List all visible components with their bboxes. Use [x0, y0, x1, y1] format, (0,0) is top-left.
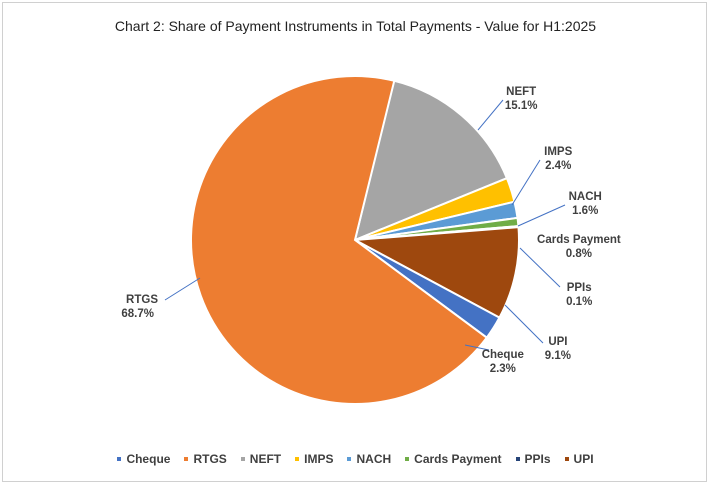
legend-item-nach: NACH [347, 452, 391, 466]
legend-swatch-neft [240, 456, 245, 461]
legend-label-cheque: Cheque [126, 452, 171, 466]
legend-item-cheque: Cheque [117, 452, 170, 466]
pie-slice-rtgs [189, 75, 489, 405]
leader-line-nach [517, 204, 566, 227]
leader-line-neft [477, 99, 504, 131]
legend-swatch-rtgs [184, 456, 189, 461]
data-label-nach: NACH 1.6% [569, 191, 602, 217]
legend-label-rtgs: RTGS [193, 452, 227, 466]
legend-item-cards-payment: Cards Payment [405, 452, 502, 466]
legend-item-upi: UPI [564, 452, 594, 466]
legend-item-ppis: PPIs [515, 452, 551, 466]
legend-swatch-cards-payment [405, 456, 410, 461]
legend-item-imps: IMPS [295, 452, 333, 466]
data-label-imps: IMPS 2.4% [544, 146, 572, 172]
data-label-neft: NEFT 15.1% [505, 86, 538, 112]
leader-line-imps [511, 159, 541, 206]
legend-swatch-ppis [515, 456, 520, 461]
chart-title: Chart 2: Share of Payment Instruments in… [114, 18, 597, 34]
legend-label-cards-payment: Cards Payment [414, 452, 502, 466]
data-label-cheque: Cheque 2.3% [482, 349, 524, 375]
leader-line-rtgs [164, 277, 201, 301]
legend-label-neft: NEFT [249, 452, 282, 466]
legend-label-nach: NACH [356, 452, 392, 466]
legend-swatch-nach [347, 456, 352, 461]
data-label-upi: UPI 9.1% [545, 336, 571, 362]
leader-line-ppis [519, 247, 561, 288]
data-label-rtgs: RTGS 68.7% [121, 294, 158, 320]
legend-swatch-cheque [117, 456, 122, 461]
legend-swatch-imps [295, 456, 300, 461]
data-label-ppis: PPIs 0.1% [566, 282, 592, 308]
legend-label-ppis: PPIs [524, 452, 551, 466]
chart-legend: Cheque RTGS NEFT IMPS NACH Cards Payment PPIs U… [0, 452, 711, 466]
legend-label-upi: UPI [573, 452, 594, 466]
pie-slice-upi [351, 226, 520, 320]
leader-line-cheque [464, 344, 490, 351]
leader-line-upi [504, 304, 544, 344]
pie-slice-neft [353, 79, 509, 242]
legend-label-imps: IMPS [304, 452, 334, 466]
legend-item-neft: NEFT [240, 452, 282, 466]
legend-swatch-upi [564, 456, 569, 461]
legend-item-rtgs: RTGS [184, 452, 227, 466]
data-label-cards-payment: Cards Payment 0.8% [537, 234, 621, 260]
